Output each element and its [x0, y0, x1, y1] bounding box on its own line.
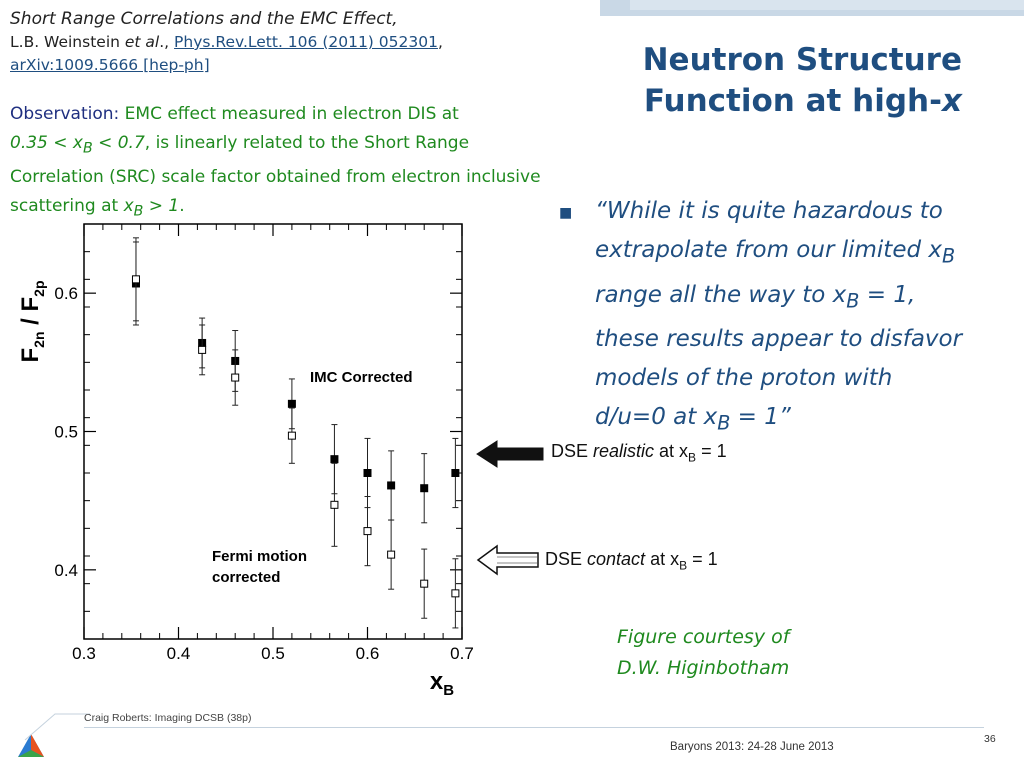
realistic-sub: B	[688, 450, 697, 465]
reference-block: Short Range Correlations and the EMC Eff…	[10, 8, 550, 77]
realistic-word: realistic	[593, 441, 655, 461]
quote-sub-6: B	[717, 411, 731, 435]
fermi-point	[420, 579, 429, 588]
quote-line-2: extrapolate from our limited x	[595, 237, 942, 263]
quote-block: ■ “While it is quite hazardous to extrap…	[559, 192, 1012, 443]
quote-sub-2: B	[942, 244, 956, 268]
etal-tail: .,	[159, 33, 170, 51]
imc-point	[287, 399, 296, 408]
realistic-eq: = 1	[696, 441, 727, 461]
contact-eq: = 1	[687, 549, 718, 569]
contact-sub: B	[679, 558, 688, 573]
footer-author: Craig Roberts: Imaging DCSB (38p)	[84, 712, 252, 724]
annotation-imc: IMC Corrected	[310, 369, 413, 386]
y-tick-label: 0.5	[54, 423, 78, 442]
dse-realistic-label: DSE realistic at xB = 1	[551, 441, 727, 465]
y-tick-label: 0.4	[54, 561, 78, 580]
footer-conference: Baryons 2013: 24-28 June 2013	[670, 741, 834, 753]
quote-text: “While it is quite hazardous to extrapol…	[595, 192, 1012, 443]
fermi-point	[387, 550, 396, 559]
quote-line-6a: d/u=0 at x	[595, 404, 718, 431]
obs-range-a: 0.35 < x	[10, 133, 83, 153]
imc-point	[420, 484, 429, 493]
obs-range-sub: B	[82, 140, 93, 157]
obs-range-b: < 0.7	[92, 133, 145, 153]
fermi-point	[198, 345, 207, 354]
quote-line-1: “While it is quite hazardous to	[595, 198, 943, 224]
x-tick-label: 0.5	[261, 644, 285, 663]
x-tick-label: 0.7	[450, 644, 474, 663]
slide-title: Neutron Structure Function at high-x	[602, 40, 962, 122]
x-tick-label: 0.4	[167, 644, 191, 663]
observation-label: Observation:	[10, 104, 120, 124]
imc-point	[330, 455, 339, 464]
fermi-point	[451, 589, 460, 598]
annotation-fermi-1: Fermi motion	[212, 548, 307, 565]
header-band-light	[630, 0, 1024, 10]
bullet-icon: ■	[559, 205, 573, 221]
obs-part1: EMC effect measured in electron DIS at	[119, 104, 459, 124]
contact-post: at x	[645, 549, 680, 569]
fermi-point	[287, 431, 296, 440]
obs-x: x	[123, 196, 134, 217]
quote-line-3b: = 1,	[859, 281, 916, 308]
fermi-point	[363, 527, 372, 536]
observation-text: Observation: EMC effect measured in elec…	[10, 100, 545, 227]
obs-x-sub: B	[133, 203, 144, 220]
courtesy-line-1: Figure courtesy of	[617, 626, 790, 648]
x-tick-label: 0.6	[356, 644, 380, 663]
etal-text: et al	[124, 33, 160, 51]
contact-pre: DSE	[545, 549, 588, 569]
obs-gt: > 1	[143, 196, 180, 217]
realistic-pre: DSE	[551, 441, 594, 461]
footer-line	[84, 727, 984, 728]
quote-line-4: these results appear to disfavor	[595, 326, 963, 353]
journal-tail: ,	[437, 33, 443, 51]
journal-link[interactable]: Phys.Rev.Lett. 106 (2011) 052301	[174, 33, 438, 51]
contact-word: contact	[587, 549, 646, 569]
fermi-point	[131, 275, 140, 284]
arxiv-link[interactable]: arXiv:1009.5666 [hep-ph]	[10, 56, 210, 74]
fermi-point	[231, 373, 240, 382]
imc-point	[387, 481, 396, 490]
quote-sub-3: B	[846, 289, 860, 313]
page-number: 36	[984, 733, 996, 745]
obs-part2: , is linearly related to the Short Range…	[10, 133, 541, 217]
x-axis-label: xB	[430, 668, 454, 695]
title-line-1: Neutron Structure	[642, 42, 962, 78]
quote-line-5: models of the proton with	[595, 365, 893, 392]
reference-authors: L.B. Weinstein et al., Phys.Rev.Lett. 10…	[10, 31, 550, 54]
figure-courtesy: Figure courtesy of D.W. Higinbotham	[617, 622, 789, 684]
footer-swoosh	[24, 713, 90, 741]
quote-line-3a: range all the way to x	[595, 281, 847, 308]
courtesy-line-2: D.W. Higinbotham	[617, 657, 790, 679]
f2n-f2p-chart: 0.3 0.4 0.5 0.6 0.7 0.4 0.5 0.6 F2n / F2p xB IMC C…	[17, 223, 474, 695]
quote-line-6b: = 1”	[730, 404, 791, 431]
fermi-point	[330, 500, 339, 509]
y-tick-label: 0.6	[54, 284, 78, 303]
imc-point	[451, 469, 460, 477]
y-axis-label: F2n / F2p	[17, 280, 47, 362]
dse-contact-label: DSE contact at xB = 1	[545, 549, 718, 573]
realistic-post: at x	[654, 441, 689, 461]
paper-title: Short Range Correlations and the EMC Eff…	[10, 9, 398, 29]
logo-icon	[18, 734, 44, 757]
imc-point	[363, 469, 372, 477]
x-tick-label: 0.3	[72, 644, 96, 663]
contact-arrow-icon	[476, 544, 539, 576]
realistic-arrow-icon	[476, 440, 544, 468]
annotation-fermi-2: corrected	[212, 569, 280, 586]
obs-end: .	[179, 196, 185, 217]
title-x: x	[942, 83, 962, 119]
title-line-2: Function at high-	[643, 83, 942, 119]
authors-text: L.B. Weinstein	[10, 33, 125, 51]
